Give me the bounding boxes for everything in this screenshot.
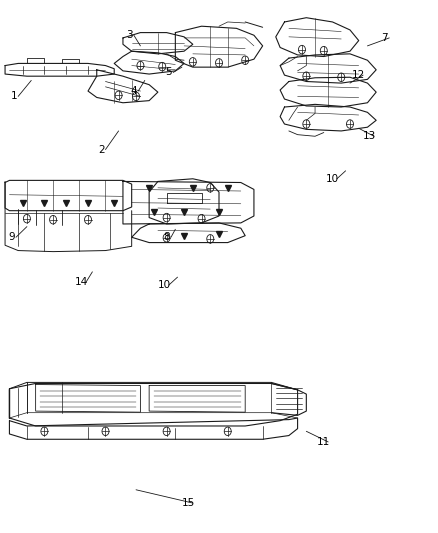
Text: 2: 2	[98, 144, 104, 155]
Text: 11: 11	[317, 437, 330, 447]
Text: 8: 8	[163, 232, 170, 243]
Text: 7: 7	[381, 33, 388, 43]
Text: 13: 13	[363, 131, 376, 141]
Text: 9: 9	[8, 232, 15, 243]
Text: 4: 4	[131, 86, 137, 96]
Text: 12: 12	[352, 70, 365, 80]
Text: 10: 10	[326, 174, 339, 184]
Text: 1: 1	[11, 91, 17, 101]
Text: 14: 14	[75, 278, 88, 287]
Text: 5: 5	[166, 68, 172, 77]
Text: 15: 15	[182, 498, 195, 508]
Text: 3: 3	[126, 30, 133, 41]
Text: 10: 10	[158, 280, 171, 290]
